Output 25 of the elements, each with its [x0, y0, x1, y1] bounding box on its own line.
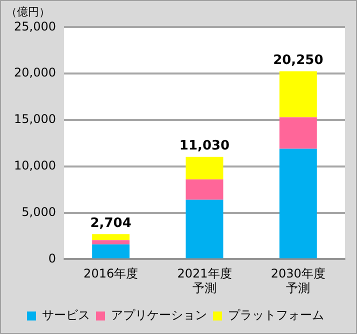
total-label: 2,704: [90, 216, 132, 231]
bar: [279, 117, 317, 149]
x-tick-label: 2030年度予測: [270, 266, 326, 295]
legend-label: プラットフォーム: [228, 308, 324, 322]
total-label: 11,030: [179, 138, 230, 154]
y-axis-title: （億円）: [6, 5, 50, 18]
y-tick-label: 20,000: [14, 66, 56, 80]
y-tick-label: 15,000: [14, 112, 56, 126]
bar: [92, 234, 130, 240]
x-tick-label: 2016年度: [84, 266, 138, 281]
bar: [279, 148, 317, 258]
bar: [92, 244, 130, 258]
legend-label: サービス: [42, 308, 90, 322]
y-tick-label: 10,000: [14, 158, 56, 173]
bar: [186, 156, 224, 180]
bar: [186, 200, 224, 258]
y-tick-label: 0: [48, 251, 56, 266]
y-tick-label: 5,000: [22, 204, 56, 219]
total-label: 20,250: [273, 53, 324, 68]
x-tick-label: 2021年度予測: [177, 266, 232, 295]
y-tick-label: 25,000: [14, 19, 56, 34]
bar: [186, 179, 224, 200]
bar: [92, 240, 130, 244]
legend-label: アプリケーション: [111, 308, 207, 322]
bar: [279, 71, 317, 118]
